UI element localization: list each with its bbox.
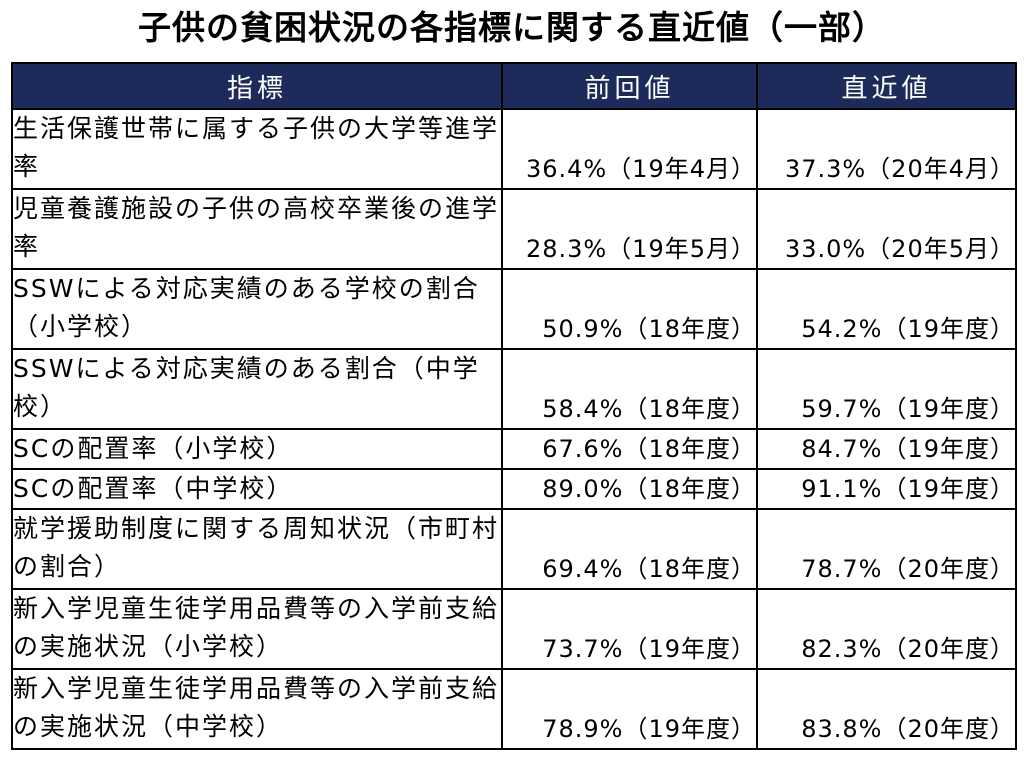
- previous-value-cell: 89.0%（18年度）: [501, 468, 758, 510]
- table-row: SSWによる対応実績のある学校の割合（小学校） 50.9%（18年度） 54.2…: [11, 268, 1017, 350]
- indicator-cell: 新入学児童生徒学用品費等の入学前支給の実施状況（小学校）: [11, 588, 503, 670]
- previous-value-cell: 67.6%（18年度）: [501, 428, 758, 470]
- indicator-cell: 新入学児童生徒学用品費等の入学前支給の実施状況（中学校）: [11, 668, 503, 750]
- indicator-cell: SSWによる対応実績のある学校の割合（小学校）: [11, 268, 503, 350]
- previous-value-cell: 69.4%（18年度）: [501, 508, 758, 590]
- indicator-cell: 生活保護世帯に属する子供の大学等進学率: [11, 108, 503, 190]
- indicator-cell: 児童養護施設の子供の高校卒業後の進学率: [11, 188, 503, 270]
- previous-value-cell: 73.7%（19年度）: [501, 588, 758, 670]
- header-indicator: 指標: [11, 62, 503, 110]
- table-row: 児童養護施設の子供の高校卒業後の進学率 28.3%（19年5月） 33.0%（2…: [11, 188, 1017, 270]
- latest-value-cell: 78.7%（20年度）: [756, 508, 1017, 590]
- page-title: 子供の貧困状況の各指標に関する直近値（一部）: [138, 8, 886, 47]
- previous-value-cell: 36.4%（19年4月）: [501, 108, 758, 190]
- latest-value-cell: 37.3%（20年4月）: [756, 108, 1017, 190]
- latest-value-cell: 84.7%（19年度）: [756, 428, 1017, 470]
- table-row: 新入学児童生徒学用品費等の入学前支給の実施状況（中学校） 78.9%（19年度）…: [11, 668, 1017, 750]
- latest-value-cell: 91.1%（19年度）: [756, 468, 1017, 510]
- previous-value-cell: 78.9%（19年度）: [501, 668, 758, 750]
- latest-value-cell: 33.0%（20年5月）: [756, 188, 1017, 270]
- latest-value-cell: 54.2%（19年度）: [756, 268, 1017, 350]
- previous-value-cell: 28.3%（19年5月）: [501, 188, 758, 270]
- indicator-cell: SSWによる対応実績のある割合（中学校）: [11, 348, 503, 430]
- latest-value-cell: 82.3%（20年度）: [756, 588, 1017, 670]
- table-row: SCの配置率（中学校） 89.0%（18年度） 91.1%（19年度）: [11, 468, 1017, 510]
- latest-value-cell: 59.7%（19年度）: [756, 348, 1017, 430]
- previous-value-cell: 50.9%（18年度）: [501, 268, 758, 350]
- table-row: SSWによる対応実績のある割合（中学校） 58.4%（18年度） 59.7%（1…: [11, 348, 1017, 430]
- previous-value-cell: 58.4%（18年度）: [501, 348, 758, 430]
- table-row: 就学援助制度に関する周知状況（市町村の割合） 69.4%（18年度） 78.7%…: [11, 508, 1017, 590]
- table-row: 新入学児童生徒学用品費等の入学前支給の実施状況（小学校） 73.7%（19年度）…: [11, 588, 1017, 670]
- table-row: SCの配置率（小学校） 67.6%（18年度） 84.7%（19年度）: [11, 428, 1017, 470]
- header-previous: 前回値: [501, 62, 758, 110]
- indicator-cell: 就学援助制度に関する周知状況（市町村の割合）: [11, 508, 503, 590]
- latest-value-cell: 83.8%（20年度）: [756, 668, 1017, 750]
- table-row: 生活保護世帯に属する子供の大学等進学率 36.4%（19年4月） 37.3%（2…: [11, 108, 1017, 190]
- header-latest: 直近値: [756, 62, 1017, 110]
- indicator-table: 指標 前回値 直近値 生活保護世帯に属する子供の大学等進学率 36.4%（19年…: [11, 62, 1017, 750]
- indicator-cell: SCの配置率（中学校）: [11, 468, 503, 510]
- table-header-row: 指標 前回値 直近値: [11, 62, 1017, 110]
- indicator-cell: SCの配置率（小学校）: [11, 428, 503, 470]
